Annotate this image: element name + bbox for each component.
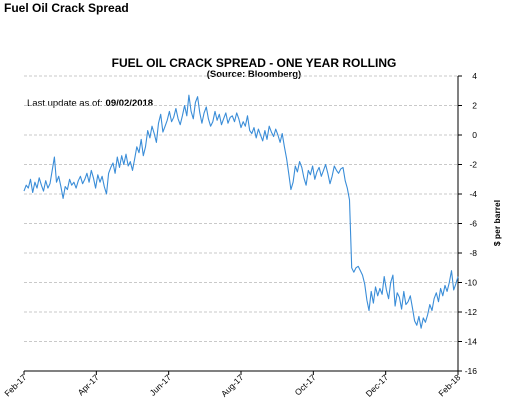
x-tick-label: Feb-17 [2, 372, 28, 398]
page-title: Fuel Oil Crack Spread [4, 1, 129, 15]
y-tick-label: -2 [469, 160, 477, 170]
x-tick-label: Aug-17 [219, 372, 246, 399]
y-tick-label: -14 [465, 337, 478, 347]
x-tick-label: Jun-17 [148, 372, 174, 398]
y-tick-label: -12 [465, 307, 478, 317]
last-update-note: Last update as of: 09/02/2018 [27, 98, 153, 109]
y-tick-label: -4 [469, 189, 477, 199]
grid [24, 75, 458, 342]
x-tick-label: Feb-18 [436, 372, 462, 398]
last-update-label: Last update as of: [27, 98, 103, 109]
y-tick-label: -8 [469, 248, 477, 258]
chart-subtitle: (Source: Bloomberg) [207, 69, 301, 80]
chart-title: FUEL OIL CRACK SPREAD - ONE YEAR ROLLING [112, 56, 397, 70]
y-axis-label: $ per barrel [492, 200, 502, 246]
y-tick-label: 2 [472, 101, 477, 111]
x-ticks: Feb-17 Apr-17 Jun-17 Aug-17 Oct-17 Dec-17 Feb-… [2, 371, 463, 399]
y-tick-label: 0 [472, 130, 477, 140]
y-tick-label: 4 [472, 71, 477, 81]
y-tick-label: -10 [465, 278, 478, 288]
x-tick-label: Dec-17 [364, 372, 391, 399]
y-tick-label: -16 [465, 366, 478, 376]
x-tick-label: Apr-17 [76, 372, 101, 397]
y-tick-label: -6 [469, 219, 477, 229]
series-group [23, 94, 459, 329]
x-tick-label: Oct-17 [293, 372, 318, 397]
series-line [23, 94, 459, 329]
y-ticks: 4 2 0 -2 -4 -6 -8 -10 -12 -14 -16 [458, 71, 477, 376]
last-update-date: 09/02/2018 [106, 98, 154, 109]
